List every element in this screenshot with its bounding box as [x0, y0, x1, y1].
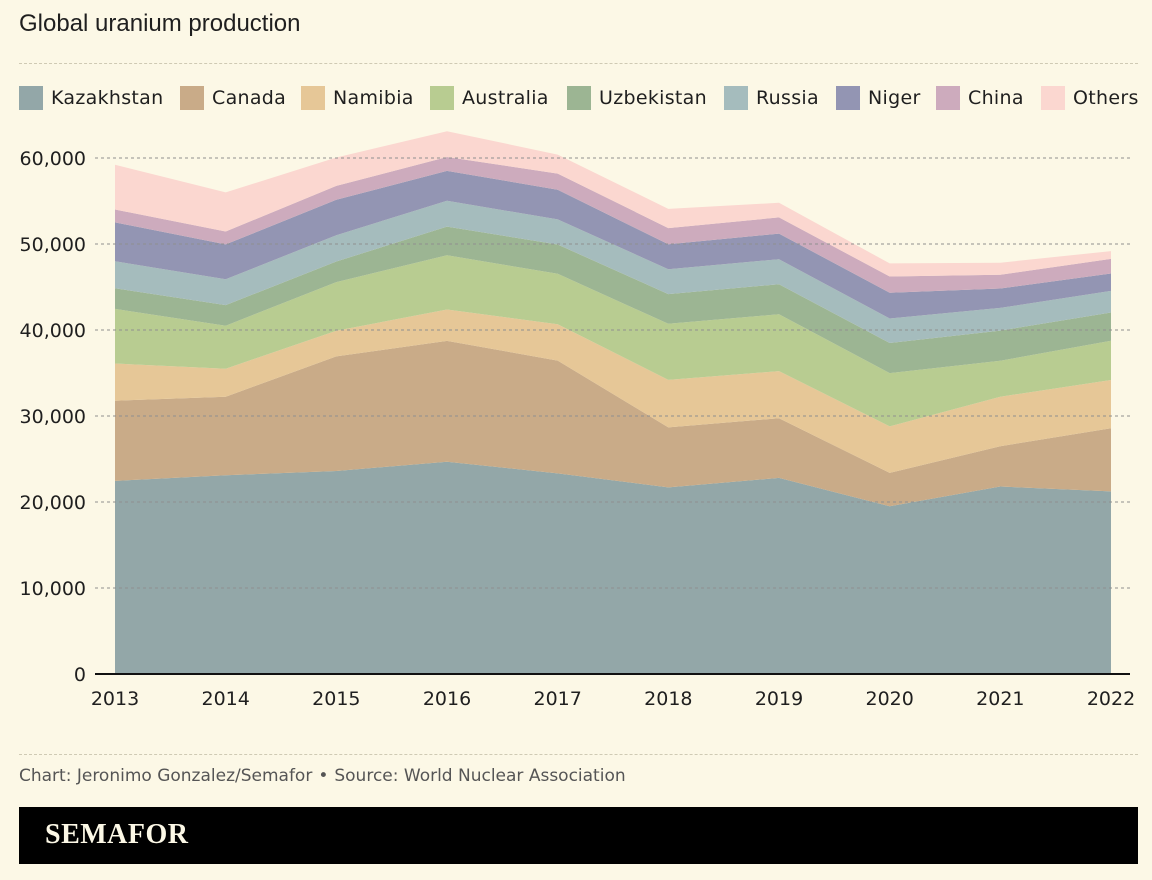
x-tick-label: 2020 [865, 688, 913, 710]
legend-swatch [936, 86, 960, 110]
legend-label: Namibia [333, 87, 414, 109]
title-divider [19, 63, 1138, 64]
area-series-canada [115, 340, 1111, 507]
chart-credit: Chart: Jeronimo Gonzalez/Semafor • Source:… [19, 766, 626, 786]
legend-item-uzbekistan: Uzbekistan [567, 85, 707, 111]
legend-swatch [19, 86, 43, 110]
x-tick-label: 2018 [644, 688, 692, 710]
legend-label: Uzbekistan [599, 87, 707, 109]
legend-item-china: China [936, 85, 1024, 111]
x-tick-label: 2016 [423, 688, 471, 710]
legend-swatch [180, 86, 204, 110]
legend-item-canada: Canada [180, 85, 286, 111]
legend-swatch [567, 86, 591, 110]
area-series-niger [115, 170, 1111, 319]
legend-item-australia: Australia [430, 85, 549, 111]
y-tick-label: 60,000 [20, 148, 86, 170]
x-tick-label: 2019 [755, 688, 803, 710]
legend-label: Canada [212, 87, 287, 109]
semafor-logo[interactable]: SEMAFOR [45, 819, 189, 850]
legend-label: Niger [868, 87, 921, 109]
footer-divider [19, 754, 1138, 755]
area-series-uzbekistan [115, 226, 1111, 374]
legend-item-others: Others [1041, 85, 1139, 111]
stacked-area-chart: 0 10,000 20,000 30,000 40,000 50,000 60,000 201… [20, 131, 1135, 710]
legend-swatch [1041, 86, 1065, 110]
y-tick-label: 50,000 [20, 234, 86, 256]
y-tick-label: 40,000 [20, 320, 86, 342]
x-tick-label: 2021 [976, 688, 1024, 710]
legend-label: Russia [756, 87, 819, 109]
y-tick-label: 0 [74, 664, 86, 686]
credit-text: Chart: Jeronimo Gonzalez/Semafor [19, 766, 313, 786]
x-tick-label: 2014 [201, 688, 249, 710]
area-series-namibia [115, 309, 1111, 473]
legend-swatch [301, 86, 325, 110]
chart-title: Global uranium production [19, 10, 301, 37]
x-tick-label: 2015 [312, 688, 360, 710]
legend-label: Others [1073, 87, 1139, 109]
area-series-kazakhstan [115, 461, 1111, 674]
x-tick-label: 2022 [1087, 688, 1135, 710]
legend-label: Kazakhstan [51, 87, 164, 109]
legend-label: Australia [462, 87, 549, 109]
y-tick-label: 20,000 [20, 492, 86, 514]
x-tick-label: 2013 [91, 688, 139, 710]
area-series-others [115, 131, 1111, 277]
legend-swatch [430, 86, 454, 110]
legend-item-kazakhstan: Kazakhstan [19, 85, 163, 111]
brand-bar: SEMAFOR [19, 807, 1138, 864]
legend-item-niger: Niger [836, 85, 921, 111]
legend-item-russia: Russia [724, 85, 819, 111]
y-tick-label: 10,000 [20, 578, 86, 600]
x-tick-label: 2017 [533, 688, 581, 710]
area-series-australia [115, 255, 1111, 427]
area-series-china [115, 157, 1111, 293]
legend-swatch [836, 86, 860, 110]
credit-separator: • [318, 766, 329, 786]
legend-item-namibia: Namibia [301, 85, 414, 111]
legend-label: China [968, 87, 1024, 109]
y-tick-label: 30,000 [20, 406, 86, 428]
legend-swatch [724, 86, 748, 110]
area-series-russia [115, 200, 1111, 343]
source-text: Source: World Nuclear Association [334, 766, 626, 786]
